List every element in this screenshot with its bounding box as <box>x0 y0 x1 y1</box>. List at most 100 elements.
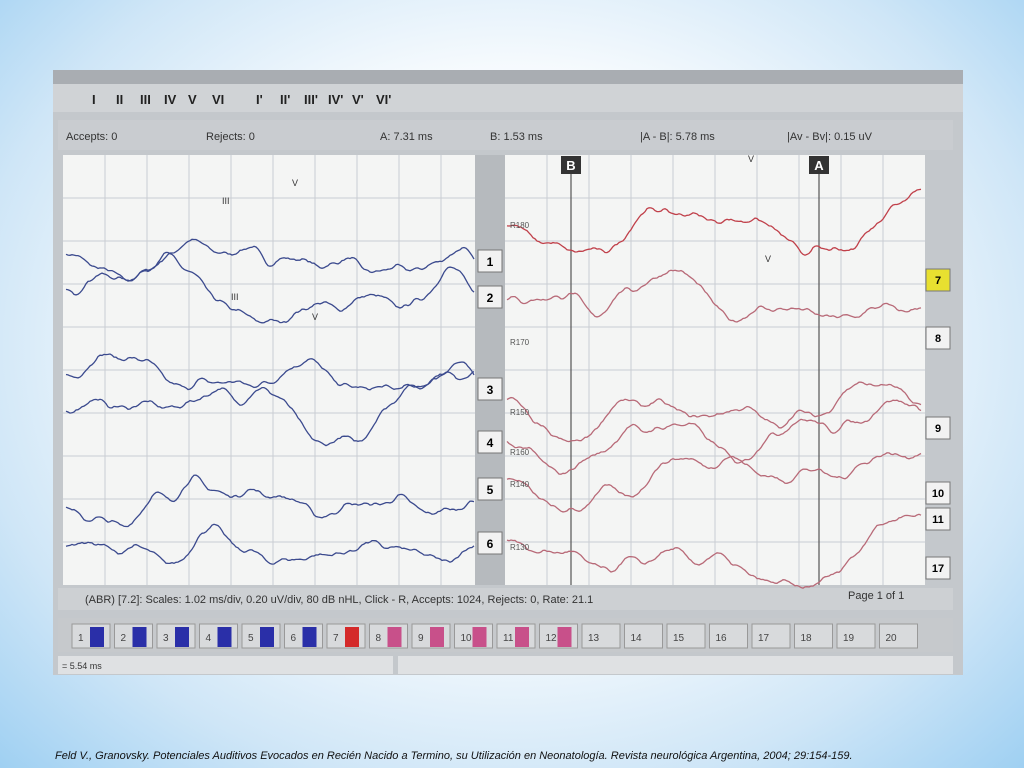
channel-button-label: 2 <box>487 291 494 305</box>
page-indicator: Page 1 of 1 <box>848 590 904 602</box>
peak-label: V <box>748 154 754 164</box>
channel-button-label: 11 <box>932 514 944 526</box>
waveform <box>506 381 922 443</box>
channel-toggle-label: 19 <box>843 633 855 644</box>
bottom-readout: = 5.54 ms <box>62 661 102 671</box>
channel-toggle-label: 13 <box>588 633 600 644</box>
channel-toggle[interactable] <box>751 623 791 649</box>
toolbar-button[interactable]: VI <box>212 92 224 107</box>
channel-button-label: 5 <box>487 483 494 497</box>
channel-toggle[interactable] <box>879 623 918 649</box>
channel-swatch <box>430 627 444 647</box>
channel-button[interactable] <box>925 556 951 580</box>
trace-label: R160 <box>510 448 530 457</box>
channel-toggle-label: 8 <box>376 633 382 644</box>
peak-label: V <box>765 254 771 264</box>
channel-toggle[interactable] <box>709 623 748 649</box>
trace-label: R180 <box>510 221 530 230</box>
channel-button[interactable] <box>477 531 503 555</box>
toolbar-button[interactable]: VI' <box>376 92 391 107</box>
channel-button-label: 9 <box>935 423 941 435</box>
peak-label: III <box>222 196 230 206</box>
info-field: Rejects: 0 <box>206 131 255 143</box>
channel-toggle[interactable] <box>794 623 833 649</box>
channel-button-label: 4 <box>487 436 494 450</box>
channel-button[interactable] <box>925 481 951 505</box>
toolbar <box>53 84 963 112</box>
channel-toggle-label: 1 <box>78 633 84 644</box>
toolbar-button[interactable]: V <box>188 92 197 107</box>
menu-strip <box>53 70 963 84</box>
channel-button[interactable] <box>477 249 503 273</box>
channel-button[interactable] <box>477 285 503 309</box>
channel-button[interactable] <box>477 377 503 401</box>
channel-toggle-label: 2 <box>121 633 127 644</box>
trace-label: R150 <box>510 408 530 417</box>
waveform <box>506 188 922 256</box>
info-field: |A - B|: 5.78 ms <box>640 131 715 143</box>
caption: Feld V., Granovsky. Potenciales Auditivo… <box>55 750 853 762</box>
channel-toggle-label: 6 <box>291 633 297 644</box>
channel-swatch <box>345 627 359 647</box>
info-field: |Av - Bv|: 0.15 uV <box>787 131 873 143</box>
toolbar-button[interactable]: IV <box>164 92 177 107</box>
channel-toggle[interactable] <box>624 623 663 649</box>
toolbar-button[interactable]: V' <box>352 92 364 107</box>
peak-label: V <box>292 178 298 188</box>
channel-toggle-label: 7 <box>333 633 339 644</box>
info-field: Accepts: 0 <box>66 131 117 143</box>
channel-toggle[interactable] <box>666 623 706 649</box>
channel-button-label: 3 <box>487 383 494 397</box>
channel-button-label: 7 <box>935 275 941 287</box>
waveform <box>65 474 475 528</box>
bottom-bar-right <box>398 656 953 674</box>
channel-toggle-label: 17 <box>758 633 770 644</box>
cursor-label: A <box>814 158 824 173</box>
channel-swatch <box>387 627 402 647</box>
toolbar-button[interactable]: II <box>116 92 123 107</box>
toolbar-button[interactable]: I <box>92 92 96 107</box>
toolbar-button[interactable]: III' <box>304 92 318 107</box>
channel-toggle[interactable] <box>836 623 876 649</box>
channel-toggle-label: 3 <box>163 633 169 644</box>
channel-toggle-label: 20 <box>886 633 898 644</box>
trace-label: R130 <box>510 543 530 552</box>
channel-swatch <box>132 627 147 647</box>
channel-button[interactable] <box>925 326 951 350</box>
trace-label: R170 <box>510 338 530 347</box>
status-text: (ABR) [7.2]: Scales: 1.02 ms/div, 0.20 u… <box>85 594 593 606</box>
info-field: B: 1.53 ms <box>490 131 543 143</box>
peak-label: V <box>312 312 318 322</box>
channel-swatch <box>217 627 232 647</box>
channel-toggle-label: 14 <box>631 633 643 644</box>
center-strip <box>475 155 505 585</box>
toolbar-button[interactable]: I' <box>256 92 263 107</box>
waveform <box>506 399 922 475</box>
toolbar-button[interactable]: IV' <box>328 92 343 107</box>
channel-button[interactable] <box>925 416 951 440</box>
channel-button[interactable] <box>477 430 503 454</box>
cursor-flag <box>561 156 581 174</box>
waveform <box>65 370 475 447</box>
channel-swatch <box>515 627 529 647</box>
waveform <box>506 269 922 323</box>
channel-toggle[interactable] <box>581 623 621 649</box>
toolbar-button[interactable]: II' <box>280 92 290 107</box>
channel-button[interactable] <box>925 507 951 531</box>
channel-toggle-label: 18 <box>801 633 813 644</box>
channel-button[interactable] <box>477 477 503 501</box>
cursor-flag <box>809 156 829 174</box>
channel-button-label: 8 <box>935 333 941 345</box>
cursor-label: B <box>566 158 575 173</box>
channel-button-label: 6 <box>487 537 494 551</box>
toolbar-button[interactable]: III <box>140 92 151 107</box>
channel-button[interactable] <box>925 268 951 292</box>
bottom-bar <box>58 656 393 674</box>
channel-button-label: 1 <box>487 255 494 269</box>
channel-swatch <box>302 627 317 647</box>
channel-swatch <box>260 627 274 647</box>
channel-toggle-label: 5 <box>248 633 254 644</box>
channel-swatch <box>472 627 487 647</box>
waveform <box>506 452 922 513</box>
